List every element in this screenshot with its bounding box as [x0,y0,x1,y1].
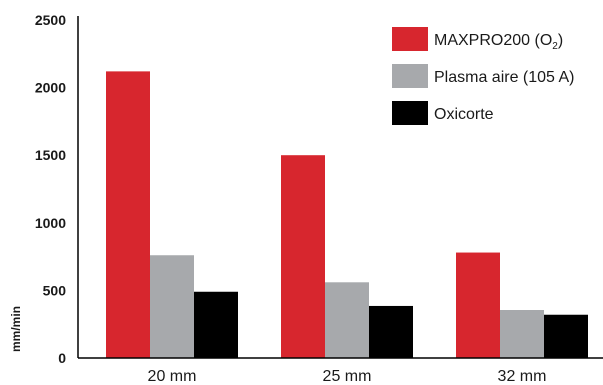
bar [544,314,588,358]
legend-label: MAXPRO200 (O2) [434,32,563,52]
bar [456,252,500,358]
y-tick-label: 2000 [35,80,66,96]
legend-label: Oxicorte [434,106,494,123]
legend: MAXPRO200 (O2) Plasma aire (105 A) Oxicort… [392,27,575,125]
y-axis-label: mm/min [9,306,23,352]
bar [500,310,544,358]
bar [281,155,325,358]
bar [194,291,238,358]
y-tick-label: 2500 [35,12,66,28]
y-tick-label: 0 [58,350,66,366]
bar [325,282,369,358]
y-tick-label: 1000 [35,215,66,231]
bar [150,255,194,358]
legend-label: Plasma aire (105 A) [434,69,575,86]
legend-swatch [392,27,428,51]
x-tick-label: 25 mm [323,368,372,385]
x-axis-ticks: 20 mm 25 mm 32 mm [148,368,547,385]
y-axis-ticks: 0 500 1000 1500 2000 2500 [35,12,66,366]
x-tick-label: 32 mm [498,368,547,385]
legend-swatch [392,101,428,125]
x-tick-label: 20 mm [148,368,197,385]
y-tick-label: 1500 [35,147,66,163]
y-tick-label: 500 [43,282,67,298]
bar [369,305,413,358]
bar [106,71,150,358]
bars [106,71,588,358]
legend-swatch [392,64,428,88]
